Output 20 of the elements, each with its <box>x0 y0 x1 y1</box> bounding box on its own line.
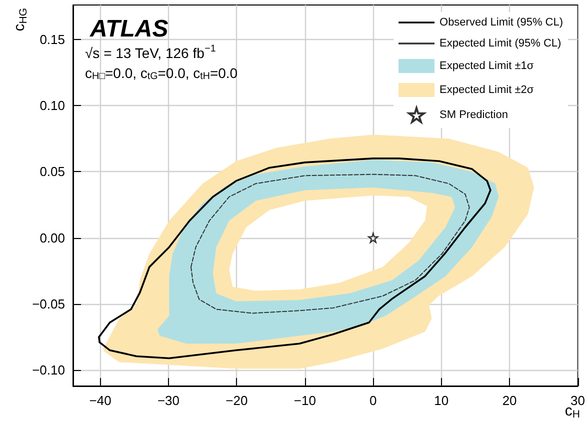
legend-label: Expected Limit ±2σ <box>440 84 534 96</box>
x-tick-label: −20 <box>226 393 248 408</box>
legend-label: SM Prediction <box>440 109 508 121</box>
x-tick-label: −30 <box>157 393 180 408</box>
legend-label: Expected Limit (95% CL) <box>440 38 562 50</box>
y-tick-label: −0.05 <box>32 296 65 312</box>
y-tick-label: 0.00 <box>40 230 65 246</box>
x-tick-label: 0 <box>370 393 377 408</box>
y-tick-label: −0.10 <box>32 362 65 378</box>
text: ATLAS <box>89 16 168 42</box>
y-axis-title: cHG <box>11 8 30 32</box>
y-tick-label: 0.10 <box>40 98 65 114</box>
x-tick-label: 20 <box>502 393 517 408</box>
y-tick-label: 0.05 <box>40 164 65 180</box>
legend-label: Observed Limit (95% CL) <box>440 16 564 28</box>
x-tick-label: −10 <box>294 393 316 408</box>
x-tick-label: −40 <box>89 393 112 408</box>
y-tick-label: 0.15 <box>40 32 65 47</box>
legend-label: Expected Limit ±1σ <box>440 60 534 72</box>
x-tick-label: 10 <box>434 393 449 408</box>
